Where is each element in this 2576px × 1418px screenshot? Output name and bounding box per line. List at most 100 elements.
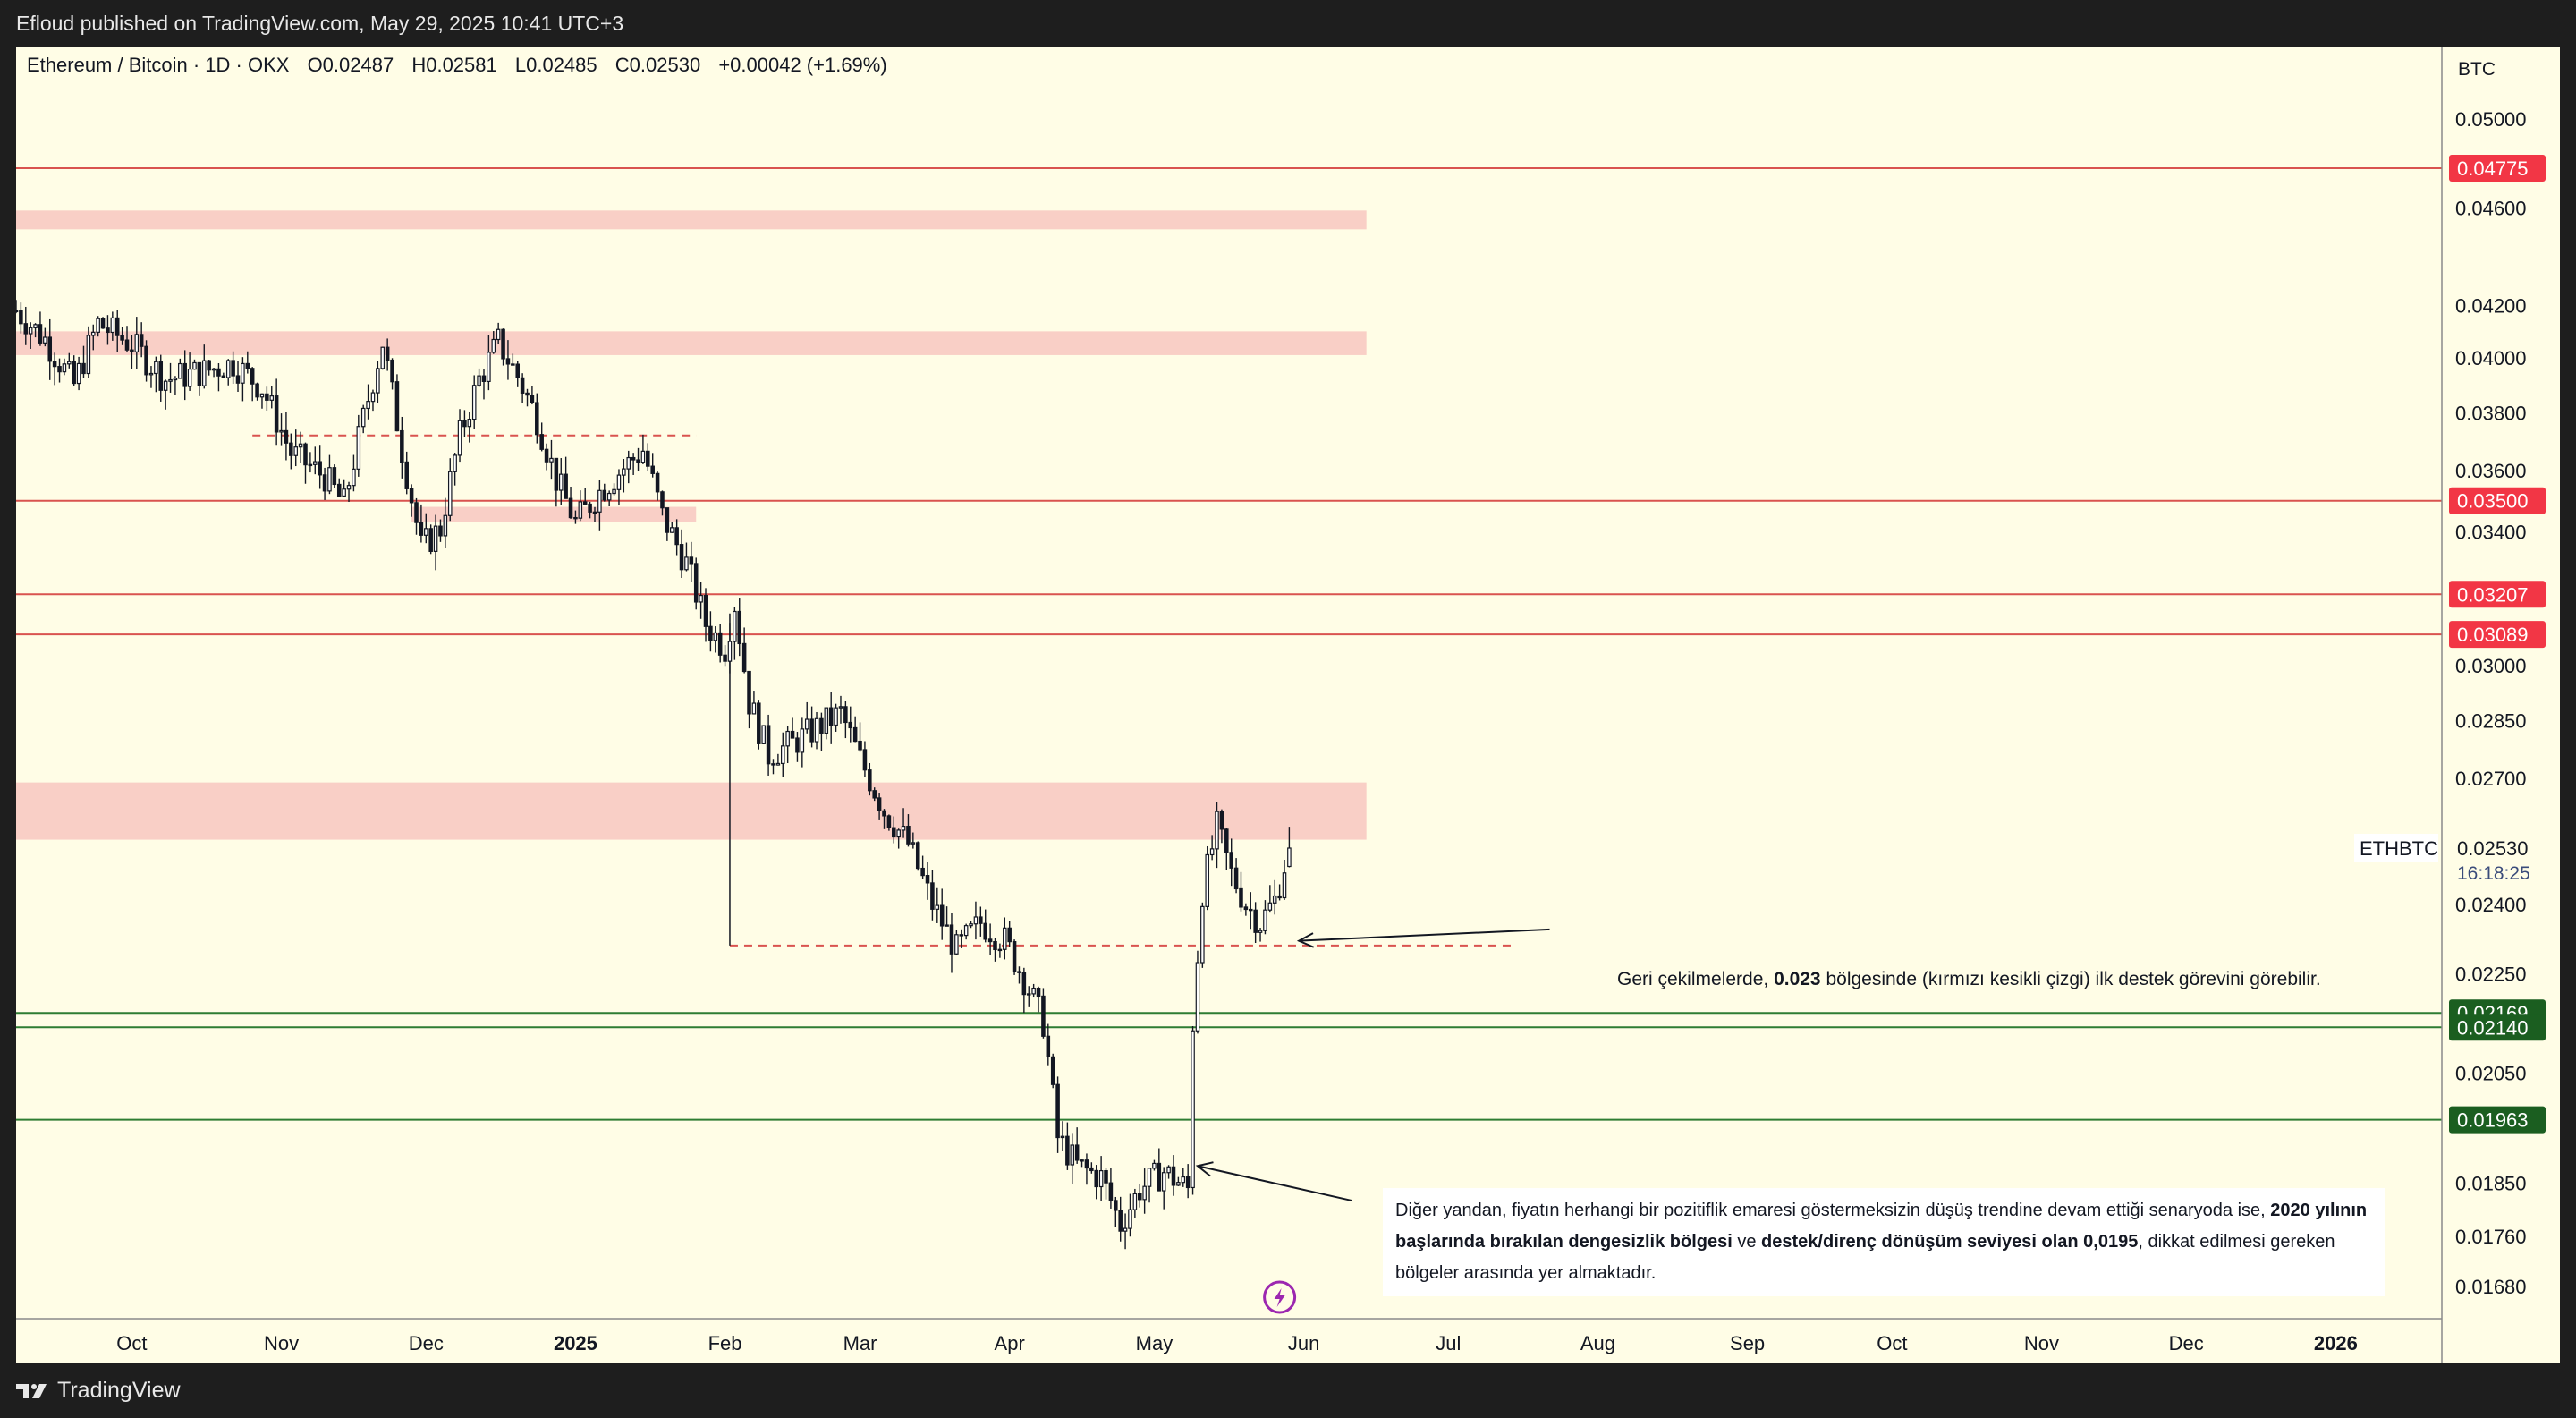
candle <box>100 317 106 329</box>
time-tick-label: Dec <box>409 1332 444 1354</box>
candle <box>1263 900 1267 935</box>
candle-body <box>1209 848 1215 856</box>
ohlc-legend: Ethereum / Bitcoin · 1D · OKX O0.02487 H… <box>27 54 900 77</box>
candle <box>289 433 293 470</box>
candle-body <box>646 450 650 467</box>
candle-body <box>582 501 588 505</box>
candle <box>110 311 115 341</box>
candle <box>1171 1155 1176 1196</box>
candle <box>96 316 100 337</box>
candle <box>800 717 805 768</box>
candle-body <box>1282 872 1287 899</box>
candle-body <box>775 762 781 766</box>
level-label-box <box>2449 487 2546 514</box>
candle <box>892 816 896 844</box>
candle-body <box>693 563 699 603</box>
candle-body <box>404 461 409 489</box>
candle-body <box>279 429 284 433</box>
candle <box>592 506 597 522</box>
candle-body <box>1036 987 1041 998</box>
candle-body <box>19 310 23 325</box>
candle <box>872 787 877 802</box>
candle-body <box>515 363 521 378</box>
candle <box>804 701 809 734</box>
candle <box>1277 884 1282 901</box>
candle-body <box>911 842 916 845</box>
level-label-text: 0.01963 <box>2457 1109 2529 1132</box>
level-label-box <box>2449 155 2546 183</box>
candle <box>973 901 979 940</box>
candle-body <box>1176 1182 1181 1186</box>
candle <box>313 446 318 475</box>
candle <box>259 393 265 409</box>
chart-frame[interactable]: BTC 0.05000 0.04600 0.04200 0.04000 0.03800 0.… <box>16 47 2560 1363</box>
candle-body <box>573 516 578 520</box>
candle-body <box>588 503 592 513</box>
price-tick-label: 0.02250 <box>2455 963 2527 985</box>
candle <box>727 623 733 674</box>
candle <box>882 809 886 829</box>
candle <box>501 328 505 366</box>
candle <box>997 943 1003 958</box>
candle <box>52 352 57 386</box>
candle-body <box>1050 1056 1055 1085</box>
candle <box>336 478 342 497</box>
annotation-support-0023[interactable]: Geri çekilmelerde, 0.023 bölgesinde (kır… <box>1617 969 2321 989</box>
price-chart[interactable]: BTC 0.05000 0.04600 0.04200 0.04000 0.03800 0.… <box>16 47 2560 1363</box>
candle-body <box>1239 887 1243 908</box>
tradingview-brand[interactable]: TradingView <box>57 1378 181 1403</box>
candle-body <box>245 362 250 369</box>
candle-body <box>930 882 935 910</box>
legend-symbol[interactable]: Ethereum / Bitcoin · 1D · OKX <box>27 54 290 76</box>
candle-body <box>462 420 467 428</box>
candle-body <box>457 420 462 456</box>
candle <box>1185 1164 1191 1199</box>
price-tick-label: 0.04000 <box>2455 347 2527 369</box>
plot-area <box>16 47 2442 1319</box>
candle-body <box>443 514 448 537</box>
tradingview-footer: TradingView <box>0 1363 2576 1418</box>
candle-body <box>72 361 76 385</box>
candle <box>766 714 771 776</box>
candle-body <box>33 324 38 328</box>
candle <box>130 335 134 369</box>
time-tick-label: Oct <box>1877 1332 1907 1354</box>
supply-zone-3 <box>16 782 1367 840</box>
candle <box>265 386 269 411</box>
candle-body <box>62 363 67 373</box>
annotation-imbalance-zone[interactable]: Diğer yandan, fiyatın herhangi bir pozit… <box>1383 1188 2385 1296</box>
candle-body <box>520 377 525 395</box>
candle <box>979 906 983 937</box>
candle <box>1089 1162 1094 1174</box>
price-tick-label: 0.01850 <box>2455 1173 2527 1195</box>
candle <box>1239 871 1243 912</box>
candle-body <box>597 489 602 513</box>
time-tick-label: Nov <box>264 1332 299 1354</box>
candle-body <box>1108 1182 1114 1201</box>
candle <box>679 529 684 579</box>
candle-body <box>640 450 646 463</box>
candle-body <box>438 525 443 537</box>
candle-body <box>400 429 404 463</box>
candle-body <box>1233 867 1239 890</box>
candle <box>790 717 795 739</box>
candle-body <box>636 459 640 463</box>
candle <box>1137 1184 1142 1208</box>
candle <box>886 814 892 831</box>
candle-body <box>511 363 515 366</box>
tradingview-logo-icon[interactable] <box>16 1382 48 1400</box>
candle <box>1132 1188 1138 1218</box>
candle-body <box>1161 1172 1166 1192</box>
candle-body <box>308 463 313 467</box>
level-label-text: 0.03207 <box>2457 583 2529 606</box>
candle-body <box>284 429 289 444</box>
candle <box>1074 1127 1080 1164</box>
candle <box>751 691 757 715</box>
level-price-label: 0.02140 <box>2449 1014 2546 1041</box>
time-tick-label: Jul <box>1436 1332 1461 1354</box>
candle-body <box>1080 1159 1084 1162</box>
supply-zone-2 <box>411 506 697 522</box>
candle <box>332 464 337 488</box>
candle <box>197 361 202 396</box>
candle-body <box>1185 1176 1191 1189</box>
